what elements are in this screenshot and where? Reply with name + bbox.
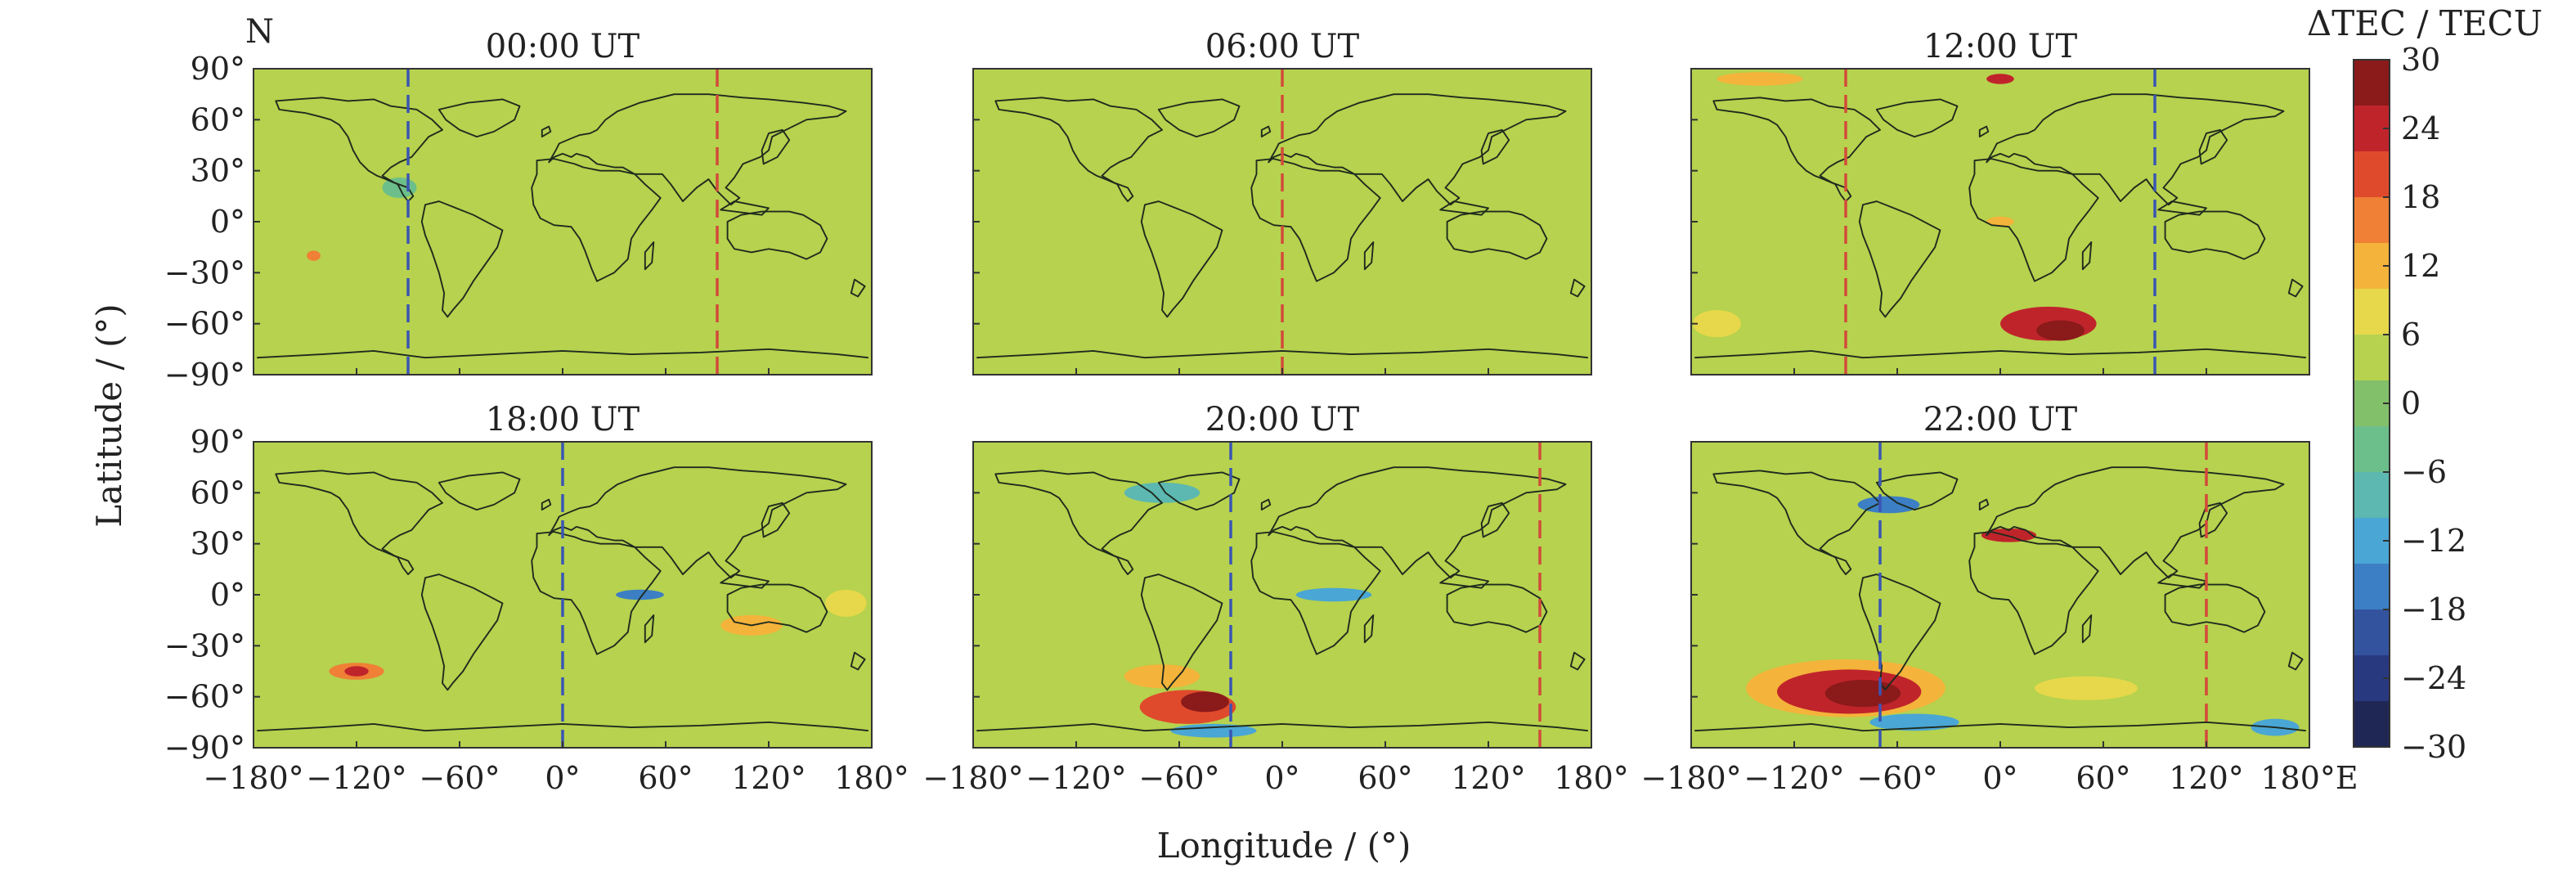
x-tick-label: 60° (2076, 760, 2130, 796)
map-panel: 06:00 UT (972, 28, 1592, 376)
map-background (973, 69, 1591, 375)
y-axis-label: Latitude / (°) (89, 304, 129, 528)
map-panel: 20:00 UT −180° −120° −60° 0° 60° 120° 180° (922, 401, 1628, 796)
panel-title: 00:00 UT (486, 28, 640, 65)
tec-anomaly (1170, 723, 1257, 738)
colorbar-tick-label: −30 (2401, 729, 2466, 765)
colorbar-swatch (2354, 426, 2390, 473)
y-tick-label: 30° (191, 153, 245, 189)
colorbar-tick-label: 30 (2401, 42, 2440, 78)
tec-anomaly (1981, 528, 2037, 542)
y-tick-label: 0° (210, 577, 245, 613)
colorbar: 30 24 18 12 6 0 −6 −12 −18 −24 −30 (2353, 42, 2466, 765)
tec-anomaly (1717, 72, 1803, 86)
colorbar-tick-label: −24 (2401, 660, 2466, 696)
x-tick-label: 60° (1358, 760, 1412, 796)
map-panel: 00:00 UT 90° 60° 30° 0° −30° −60° −90° (164, 28, 873, 393)
tec-anomaly (1124, 482, 1200, 503)
y-tick-label: −90° (164, 357, 245, 393)
colorbar-tick-label: 6 (2401, 317, 2421, 353)
colorbar-swatch (2354, 289, 2390, 335)
map-panel: 22:00 UT −180° −120° −60° 0° 60° 120° 180°E (1640, 401, 2358, 796)
y-tick-label: 0° (210, 204, 245, 240)
y-tick-label: −60° (164, 306, 245, 342)
tec-anomaly (2036, 320, 2085, 341)
colorbar-tick-label: 12 (2401, 248, 2440, 284)
x-tick-label: 180° (834, 760, 909, 796)
x-tick-label: −120° (1744, 760, 1844, 796)
x-tick-label: 180°E (2260, 760, 2358, 796)
tec-anomaly (616, 589, 664, 600)
tec-anomaly (2035, 676, 2138, 700)
colorbar-swatch (2354, 151, 2390, 198)
x-tick-label: 180° (1554, 760, 1629, 796)
x-axis-label: Longitude / (°) (1157, 825, 1411, 866)
tec-anomaly (1693, 310, 1741, 338)
x-tick-label: 120° (1451, 760, 1526, 796)
colorbar-swatch (2354, 197, 2390, 244)
colorbar-tick-label: 18 (2401, 179, 2440, 215)
colorbar-swatch (2354, 609, 2390, 656)
colorbar-tick-label: 0 (2401, 385, 2421, 421)
tec-anomaly (344, 666, 369, 677)
hemisphere-label: N (245, 13, 274, 51)
colorbar-tick-label: −12 (2401, 523, 2466, 559)
tec-anomaly (1181, 691, 1229, 713)
map-background (254, 442, 872, 748)
x-tick-label: 0° (1264, 760, 1299, 796)
x-tick-label: −60° (1138, 760, 1219, 796)
panel-title: 18:00 UT (486, 401, 640, 438)
map-panel: 18:00 UT 90° 60° 30° 0° −30° −60° −90°−180° −120… (164, 401, 909, 796)
tec-anomaly (825, 589, 867, 618)
y-tick-label: −30° (164, 627, 245, 663)
colorbar-title: ΔTEC / TECU (2307, 3, 2542, 43)
panel-title: 20:00 UT (1205, 401, 1360, 438)
x-tick-label: −60° (419, 760, 500, 796)
x-tick-label: −120° (1025, 760, 1126, 796)
x-tick-label: 0° (545, 760, 580, 796)
colorbar-swatch (2354, 335, 2390, 381)
x-tick-label: 120° (731, 760, 806, 796)
y-tick-label: 90° (191, 424, 245, 460)
anomaly-layer (329, 589, 867, 680)
y-tick-label: 60° (191, 101, 245, 137)
x-tick-label: −120° (306, 760, 406, 796)
y-tick-label: 30° (191, 526, 245, 562)
x-tick-label: 60° (638, 760, 693, 796)
map-background (254, 69, 872, 375)
x-tick-label: −180° (1640, 760, 1741, 796)
tec-anomaly (1295, 587, 1372, 602)
map-panel: 12:00 UT (1690, 28, 2310, 376)
x-tick-label: −60° (1856, 760, 1937, 796)
tec-anomaly (1857, 496, 1920, 514)
y-tick-label: 60° (191, 474, 245, 510)
panel-title: 06:00 UT (1205, 28, 1360, 65)
y-tick-label: 90° (191, 51, 245, 87)
map-panels: 00:00 UT 90° 60° 30° 0° −30° −60° −90° 06:00 UT 1… (164, 28, 2358, 796)
y-tick-label: −60° (164, 679, 245, 715)
y-tick-label: −30° (164, 254, 245, 290)
x-tick-label: −180° (922, 760, 1023, 796)
tec-anomaly (1986, 74, 2014, 84)
anomaly-layer (1746, 496, 2300, 736)
panel-title: 22:00 UT (1923, 401, 2078, 438)
colorbar-tick-label: −18 (2401, 591, 2466, 627)
x-tick-label: −180° (203, 760, 303, 796)
colorbar-swatch (2354, 564, 2390, 610)
tec-anomaly (1986, 216, 2014, 227)
colorbar-tick-label: −6 (2401, 454, 2447, 490)
x-tick-label: 0° (1982, 760, 2017, 796)
x-tick-label: 120° (2169, 760, 2244, 796)
colorbar-swatch (2354, 701, 2390, 748)
y-tick-label: −90° (164, 730, 245, 766)
anomaly-layer (1693, 72, 2097, 341)
colorbar-swatch (2354, 472, 2390, 519)
colorbar-swatch (2354, 60, 2390, 106)
map-background (973, 442, 1591, 748)
colorbar-tick-label: 24 (2401, 110, 2440, 146)
tec-anomaly (307, 250, 321, 261)
panel-title: 12:00 UT (1923, 28, 2078, 65)
